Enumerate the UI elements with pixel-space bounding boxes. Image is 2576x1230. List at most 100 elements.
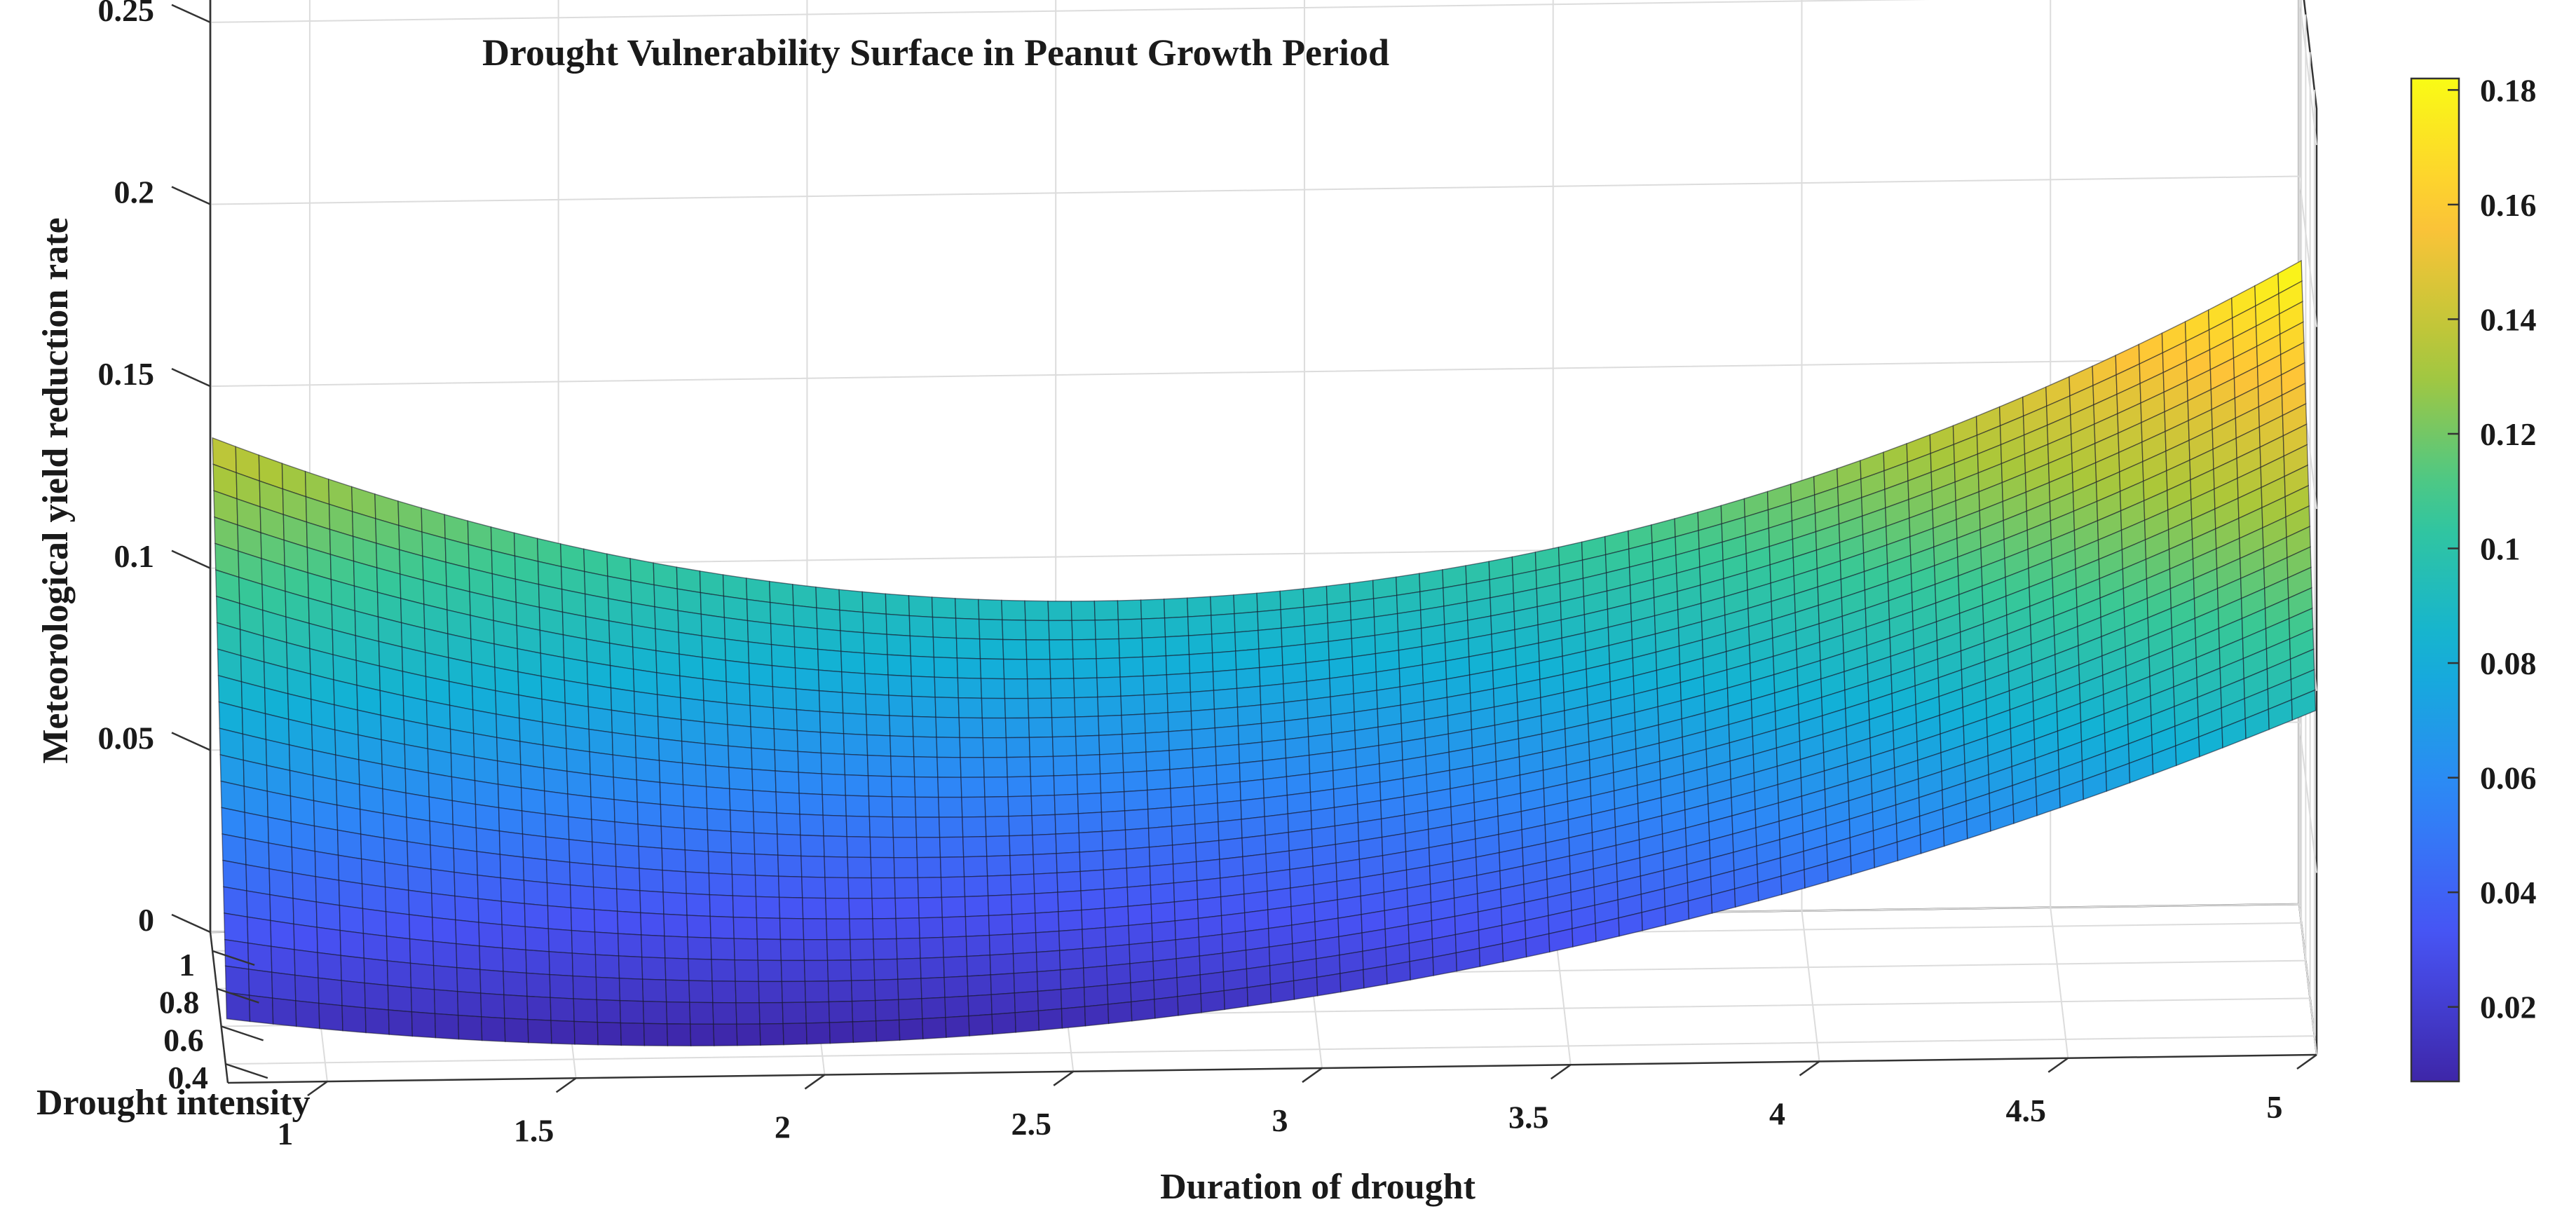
surface-cell bbox=[1013, 971, 1039, 994]
surface-cell bbox=[1240, 797, 1265, 820]
surface-cell bbox=[293, 923, 318, 954]
surface-cell bbox=[945, 1015, 970, 1039]
surface-cell bbox=[885, 613, 911, 637]
surface-cell bbox=[955, 617, 981, 640]
surface-cell bbox=[472, 709, 498, 739]
surface-cell bbox=[747, 641, 773, 667]
surface-cell bbox=[1030, 775, 1056, 797]
surface-cell bbox=[936, 737, 961, 758]
surface-cell bbox=[1308, 751, 1334, 774]
surface-cell bbox=[772, 686, 798, 711]
surface-cell bbox=[1234, 611, 1259, 634]
surface-cell bbox=[1210, 594, 1235, 616]
surface-cell bbox=[703, 699, 728, 725]
surface-cell bbox=[313, 800, 339, 831]
surface-cell bbox=[544, 790, 569, 818]
surface-cell bbox=[1340, 969, 1365, 993]
surface-cell bbox=[920, 976, 946, 999]
surface-cell bbox=[843, 753, 869, 777]
surface-cell bbox=[545, 813, 570, 840]
surface-cell bbox=[573, 1020, 599, 1046]
surface-cell bbox=[499, 854, 525, 881]
surface-cell bbox=[618, 955, 643, 980]
surface-cell bbox=[1192, 765, 1218, 787]
surface-cell bbox=[615, 843, 640, 869]
surface-cell bbox=[705, 786, 731, 811]
surface-cell bbox=[565, 725, 590, 753]
surface-cell bbox=[872, 917, 897, 940]
surface-cell bbox=[338, 880, 364, 910]
surface-cell bbox=[665, 979, 690, 1003]
surface-cell bbox=[1266, 868, 1291, 892]
surface-cell bbox=[758, 980, 783, 1004]
surface-cell bbox=[1076, 773, 1102, 795]
surface-cell bbox=[1054, 793, 1079, 816]
surface-cell bbox=[660, 803, 686, 829]
surface-cell bbox=[1119, 675, 1145, 697]
surface-cell bbox=[985, 815, 1010, 838]
surface-cell bbox=[962, 835, 988, 858]
surface-cell bbox=[1195, 840, 1220, 863]
surface-cell bbox=[359, 784, 384, 814]
surface-cell bbox=[475, 803, 500, 832]
surface-cell bbox=[914, 796, 940, 818]
surface-cell bbox=[246, 890, 271, 922]
surface-cell bbox=[757, 959, 783, 983]
surface-cell bbox=[911, 695, 936, 718]
surface-cell bbox=[570, 907, 596, 933]
surface-cell bbox=[978, 618, 1004, 641]
surface-cell bbox=[1211, 613, 1236, 635]
surface-cell bbox=[932, 616, 958, 639]
x-tick bbox=[1550, 1064, 1572, 1080]
surface-cell bbox=[963, 875, 989, 898]
surface-cell bbox=[497, 784, 523, 812]
surface-cell bbox=[1123, 789, 1149, 812]
surface-cell bbox=[1243, 890, 1269, 914]
surface-cell bbox=[636, 779, 662, 805]
surface-cell bbox=[1146, 769, 1171, 791]
surface-cell bbox=[1167, 710, 1192, 732]
surface-cell bbox=[407, 865, 432, 894]
surface-cell bbox=[617, 910, 642, 936]
surface-cell bbox=[1125, 847, 1151, 869]
surface-cell bbox=[847, 856, 872, 879]
surface-cell bbox=[777, 833, 802, 857]
surface-cell bbox=[1037, 988, 1063, 1011]
surface-cell bbox=[728, 745, 753, 770]
surface-cell bbox=[781, 980, 807, 1004]
surface-cell bbox=[1072, 658, 1098, 679]
surface-cell bbox=[475, 827, 501, 855]
surface-cell bbox=[893, 856, 919, 879]
surface-cell bbox=[1141, 636, 1167, 658]
surface-cell bbox=[873, 938, 898, 960]
surface-cell bbox=[523, 880, 549, 907]
x-tick-label: 3 bbox=[1272, 1102, 1288, 1138]
surface-cell bbox=[501, 924, 526, 951]
surface-cell bbox=[779, 938, 805, 962]
surface-cell bbox=[564, 679, 590, 708]
surface-cell bbox=[661, 847, 686, 873]
surface-cell bbox=[1007, 776, 1032, 798]
surface-cell bbox=[1222, 968, 1248, 992]
surface-cell bbox=[481, 1016, 506, 1042]
surface-cell bbox=[707, 829, 732, 854]
surface-cell bbox=[1102, 848, 1128, 870]
surface-cell bbox=[618, 978, 644, 1002]
surface-cell bbox=[1144, 712, 1169, 734]
surface-cell bbox=[639, 868, 664, 893]
surface-cell bbox=[875, 1019, 901, 1042]
surface-cell bbox=[521, 810, 547, 838]
surface-cell bbox=[797, 751, 823, 774]
surface-cell bbox=[410, 987, 436, 1015]
surface-cell bbox=[315, 901, 341, 931]
surface-cell bbox=[313, 825, 339, 856]
surface-cell bbox=[861, 591, 887, 615]
surface-cell bbox=[1028, 736, 1054, 758]
surface-cell bbox=[954, 598, 980, 620]
chart-title: Drought Vulnerability Surface in Peanut … bbox=[482, 32, 1389, 74]
surface-cell bbox=[983, 756, 1008, 778]
surface-cell bbox=[700, 613, 726, 640]
surface-cell bbox=[271, 945, 296, 976]
surface-cell bbox=[846, 835, 871, 859]
surface-cell bbox=[360, 858, 386, 888]
